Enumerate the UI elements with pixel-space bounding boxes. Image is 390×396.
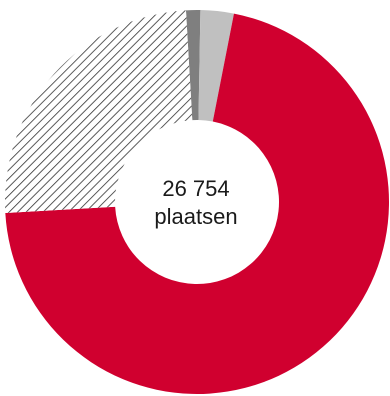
donut-slice-2 (198, 10, 234, 122)
center-label-line-1: 26 754 (162, 176, 229, 201)
donut-slice-4 (4, 10, 193, 214)
donut-slices (4, 10, 390, 395)
center-label-line-2: plaatsen (154, 204, 237, 229)
donut-slice-1 (185, 10, 201, 121)
donut-slice-3 (5, 13, 390, 395)
